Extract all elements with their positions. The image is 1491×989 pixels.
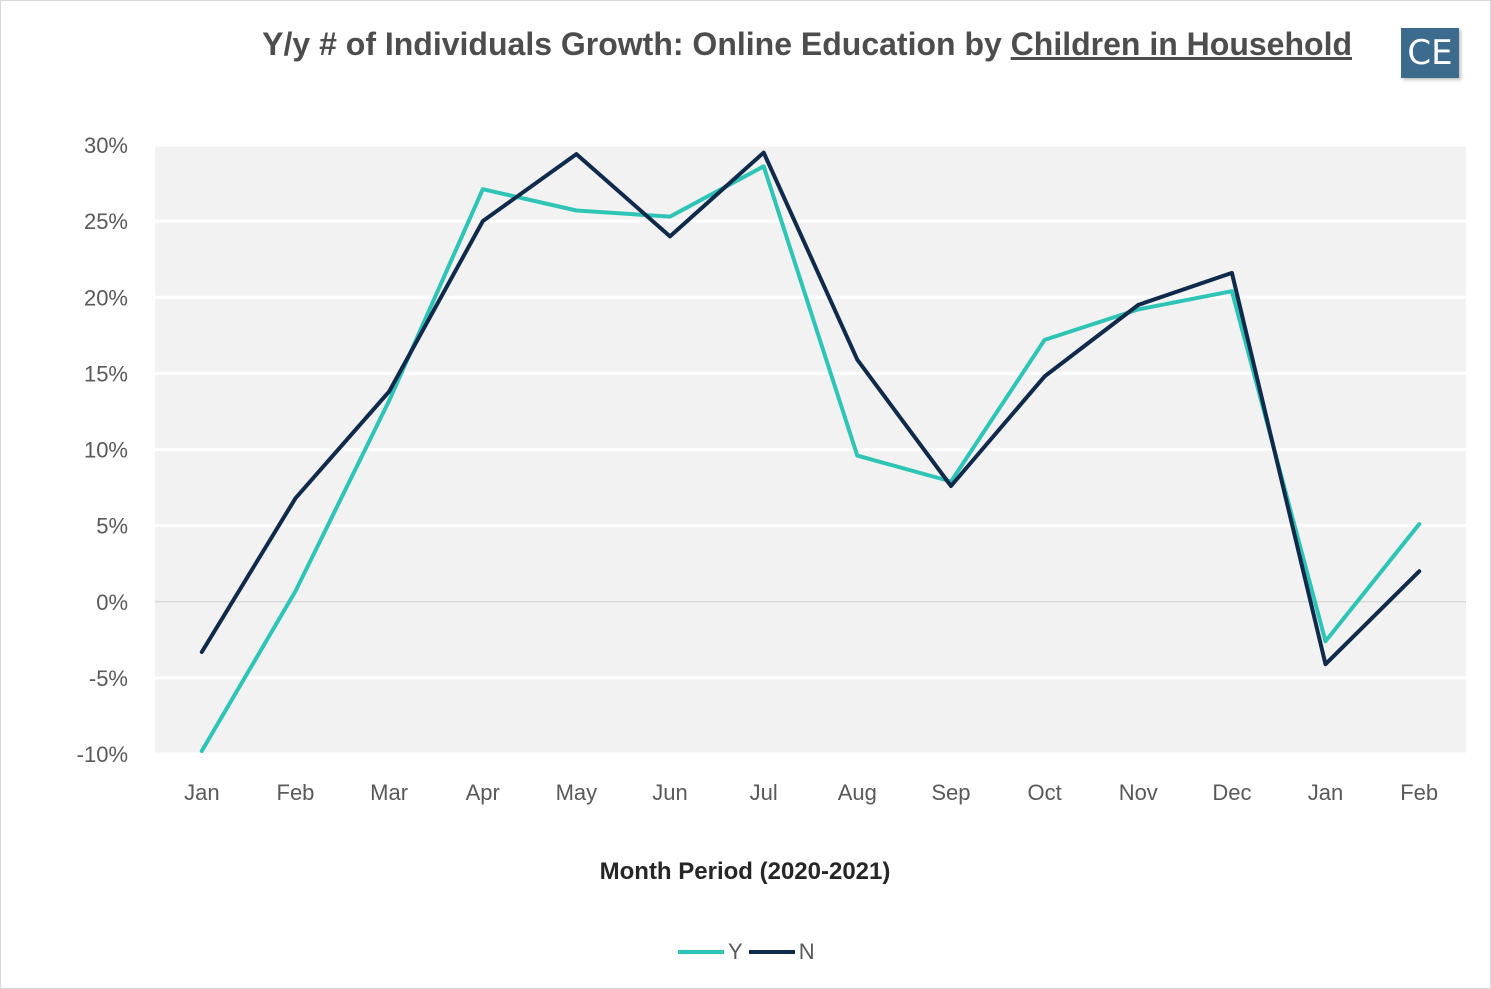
legend-label-y: Y	[728, 939, 743, 964]
legend-swatch-y	[678, 950, 724, 954]
x-tick-label: Nov	[1119, 780, 1158, 805]
legend-swatch-n	[748, 950, 795, 954]
chart-legend: Y N	[678, 938, 821, 966]
x-axis-title: Month Period (2020-2021)	[599, 858, 891, 885]
x-tick-label: Aug	[838, 780, 877, 805]
chart-title-emphasis: Children in Household	[1010, 26, 1352, 62]
x-tick-label: May	[556, 780, 598, 805]
x-tick-label: Oct	[1027, 780, 1061, 805]
y-tick-label: 30%	[84, 133, 128, 158]
x-tick-label: Apr	[466, 780, 500, 805]
x-tick-label: Feb	[1400, 780, 1438, 805]
x-tick-label: Jul	[750, 780, 778, 805]
y-tick-label: 25%	[84, 209, 128, 234]
series-line-n	[199, 150, 1422, 667]
chart-title: Y/y # of Individuals Growth: Online Educ…	[0, 26, 1352, 63]
brand-logo: CE	[1401, 28, 1459, 78]
y-tick-label: 15%	[84, 361, 128, 386]
x-tick-label: Feb	[277, 780, 315, 805]
chart-title-prefix: Y/y # of Individuals Growth: Online Educ…	[262, 26, 1011, 62]
x-tick-label: Dec	[1212, 780, 1251, 805]
legend-item-n: N	[748, 939, 815, 965]
x-tick-label: Jan	[184, 780, 219, 805]
y-tick-label: -5%	[89, 666, 128, 691]
legend-item-y: Y	[678, 939, 743, 965]
legend-label-n: N	[798, 939, 815, 964]
y-tick-label: 20%	[84, 285, 128, 310]
y-tick-label: 10%	[84, 438, 128, 463]
y-tick-label: -10%	[77, 742, 128, 767]
x-tick-label: Sep	[931, 780, 970, 805]
y-tick-label: 0%	[96, 590, 128, 615]
y-tick-label: 5%	[96, 514, 128, 539]
x-tick-label: Jun	[652, 780, 687, 805]
x-tick-label: Mar	[370, 780, 408, 805]
x-tick-label: Jan	[1308, 780, 1343, 805]
